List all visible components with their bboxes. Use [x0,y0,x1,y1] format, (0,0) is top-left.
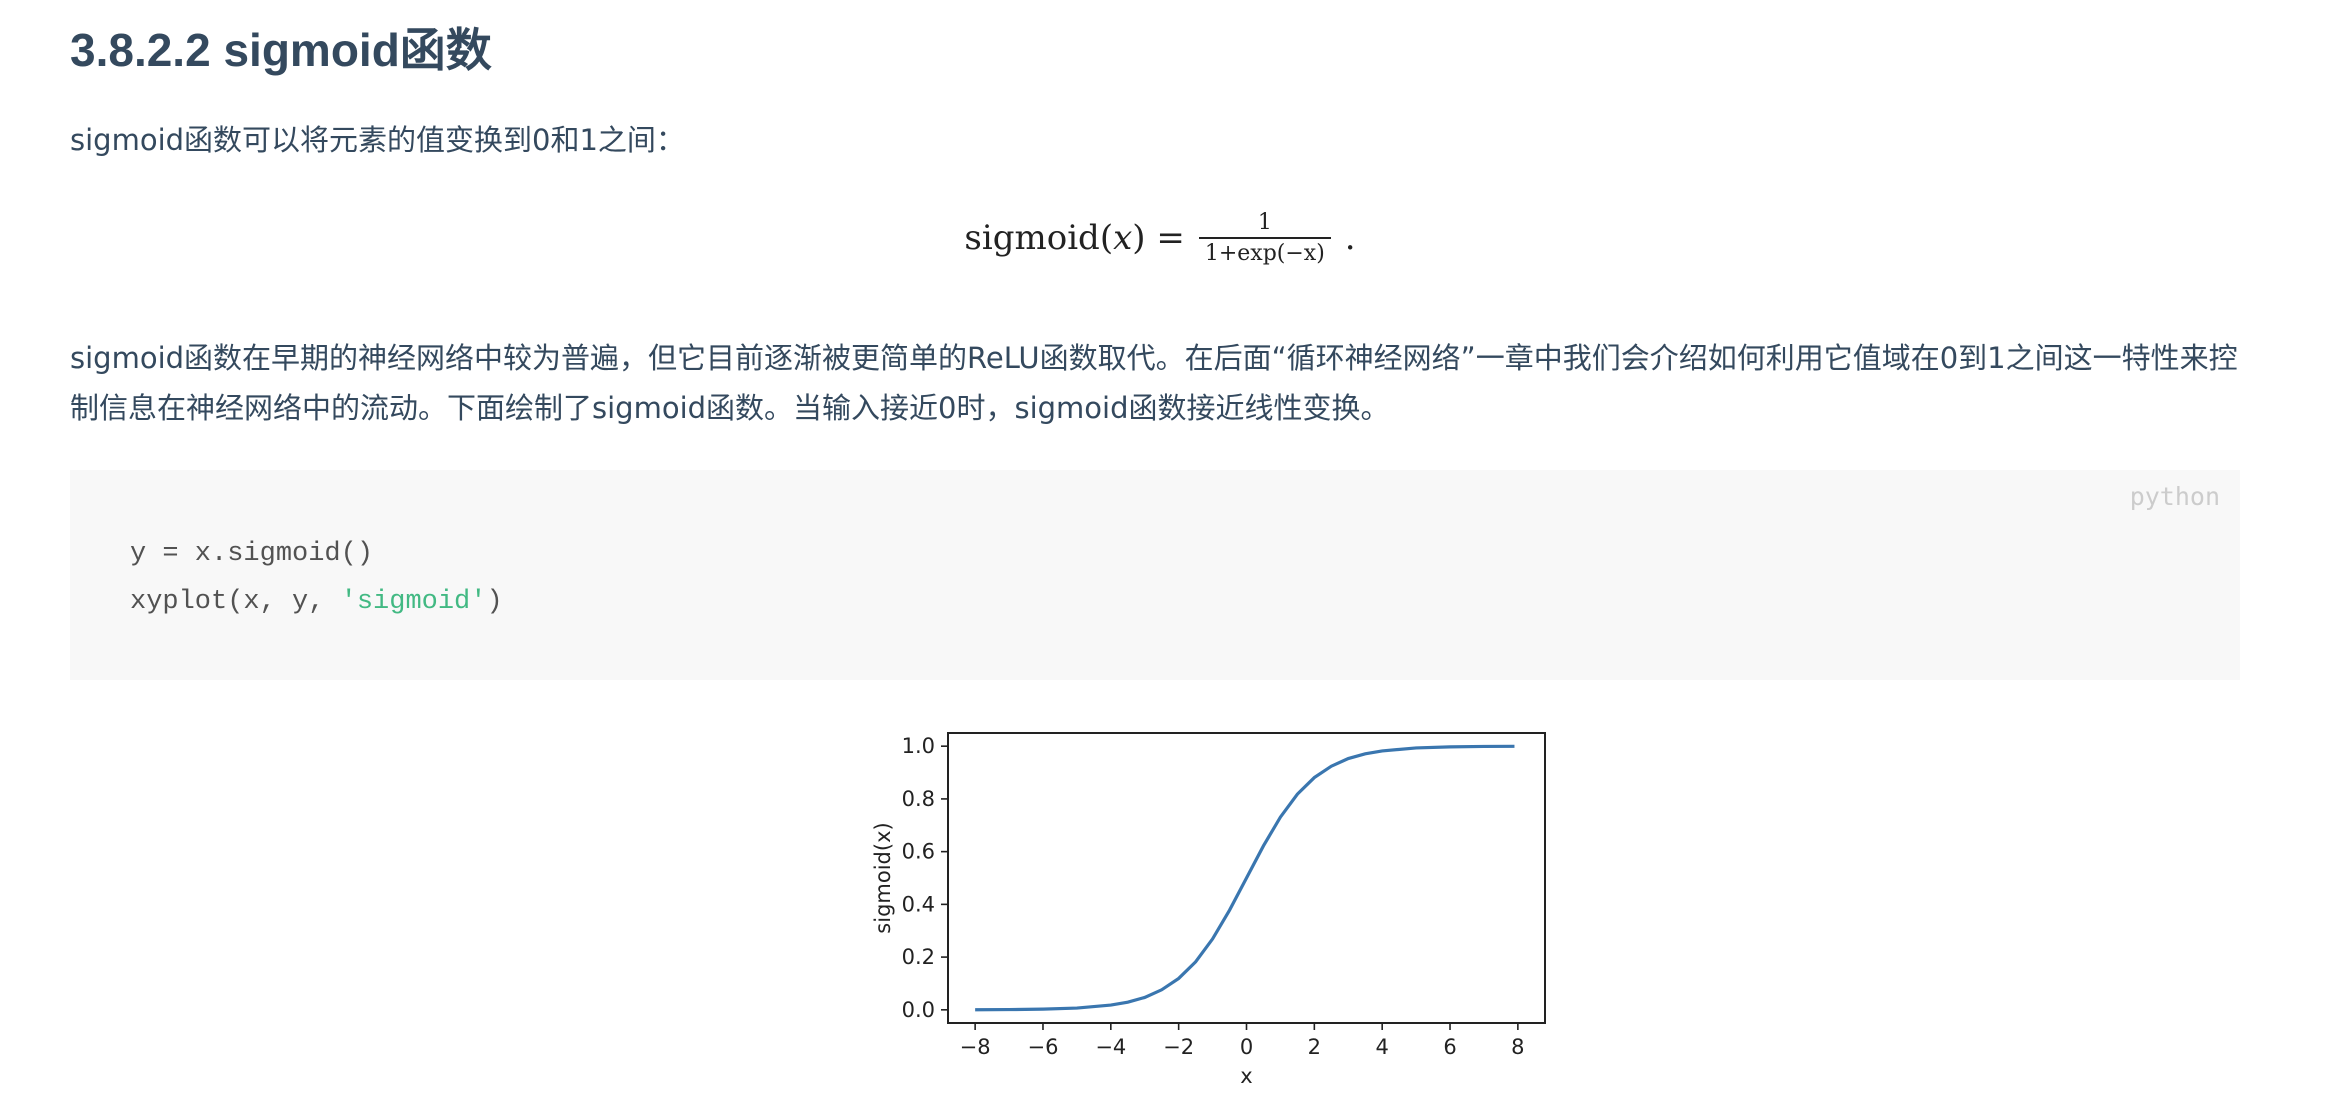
code-text[interactable]: y = x.sigmoid() xyplot(x, y, 'sigmoid') [130,530,503,626]
code-language-label: python [2129,482,2220,511]
x-tick-label: 8 [1511,1035,1524,1059]
code-line-1: y = x.sigmoid() [130,539,374,569]
x-tick-label: 6 [1443,1035,1456,1059]
formula-period: . [1344,218,1356,258]
x-tick-label: −2 [1163,1035,1194,1059]
y-tick-label: 0.4 [902,892,935,916]
description-paragraph: sigmoid函数在早期的神经网络中较为普遍，但它目前逐渐被更简单的ReLU函数… [70,341,2238,425]
y-tick-label: 0.8 [902,787,935,811]
x-tick-label: −4 [1095,1035,1126,1059]
x-tick-label: 2 [1308,1035,1321,1059]
sigmoid-series-line [975,744,1515,1012]
y-axis-label: sigmoid(x) [871,822,895,933]
y-tick-label: 0.0 [902,998,935,1022]
x-tick-label: 4 [1375,1035,1388,1059]
x-tick-label: −8 [960,1035,991,1059]
sigmoid-chart: −8 −6 −4 −2 0 2 4 6 8 0.0 0.2 0.4 0.6 0.8 1.0 x sigmoi… [860,715,1580,1099]
y-tick-label: 0.2 [902,945,935,969]
formula-numerator: 1 [1257,210,1272,235]
intro-paragraph: sigmoid函数可以将元素的值变换到0和1之间： [70,123,685,157]
code-block[interactable]: python y = x.sigmoid() xyplot(x, y, 'sig… [70,470,2240,680]
sigmoid-formula: sigmoid(x) = 1 1+exp(−x) . [70,210,2250,266]
y-tick-label: 1.0 [902,734,935,758]
x-axis-label: x [1240,1064,1252,1088]
formula-denominator: 1+exp(−x) [1198,237,1331,266]
x-tick-label: −6 [1027,1035,1058,1059]
y-tick-label: 0.6 [902,840,935,864]
code-string-literal: 'sigmoid' [340,587,487,617]
section-heading: 3.8.2.2 sigmoid函数 [70,24,492,76]
formula-fraction: 1 1+exp(−x) [1198,210,1331,266]
formula-lhs: sigmoid(x) = [964,218,1185,258]
x-tick-label: 0 [1240,1035,1253,1059]
sigmoid-plot: −8 −6 −4 −2 0 2 4 6 8 0.0 0.2 0.4 0.6 0.8 1.0 x sigmoi… [871,732,1546,1088]
plot-frame [947,732,1546,1024]
code-line-2: xyplot(x, y, 'sigmoid') [130,587,503,617]
